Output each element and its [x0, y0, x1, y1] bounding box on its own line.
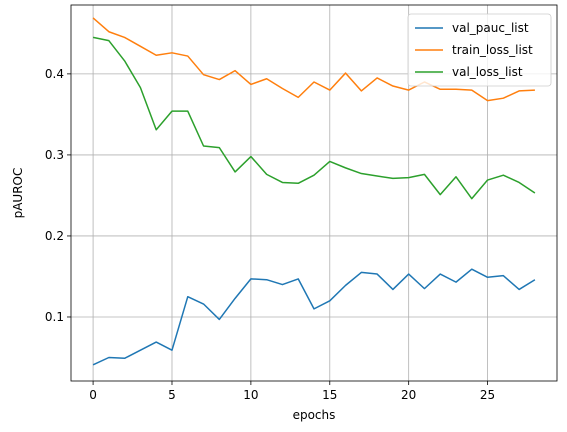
y-axis-ticks: 0.1 0.2 0.3 0.4: [45, 67, 71, 324]
x-axis-label: epochs: [293, 408, 336, 422]
legend-box: [407, 13, 552, 87]
legend-entry-label: train_loss_list: [452, 43, 533, 57]
series-line-val_pauc_list: [92, 268, 536, 366]
x-axis-ticks: 0 5 10 15 20 25: [89, 381, 495, 402]
x-tick-label: 20: [401, 388, 416, 402]
y-axis-label: pAUROC: [11, 168, 25, 219]
legend: val_pauc_list train_loss_list val_loss_lis…: [407, 13, 552, 87]
x-tick-label: 15: [322, 388, 337, 402]
series-line-train_loss_list: [92, 17, 535, 102]
legend-entry-label: val_loss_list: [452, 65, 523, 79]
y-tick-label: 0.2: [45, 229, 64, 243]
plot-frame: [70, 4, 558, 382]
x-tick-label: 25: [480, 388, 495, 402]
x-tick-label: 10: [243, 388, 258, 402]
y-tick-label: 0.4: [45, 67, 64, 81]
legend-entry-label: val_pauc_list: [452, 21, 529, 35]
series-line-val_loss_list: [92, 36, 536, 200]
y-tick-label: 0.3: [45, 148, 64, 162]
x-tick-label: 5: [168, 388, 176, 402]
x-tick-label: 0: [89, 388, 97, 402]
y-tick-label: 0.1: [45, 310, 64, 324]
series-lines: [92, 17, 536, 366]
